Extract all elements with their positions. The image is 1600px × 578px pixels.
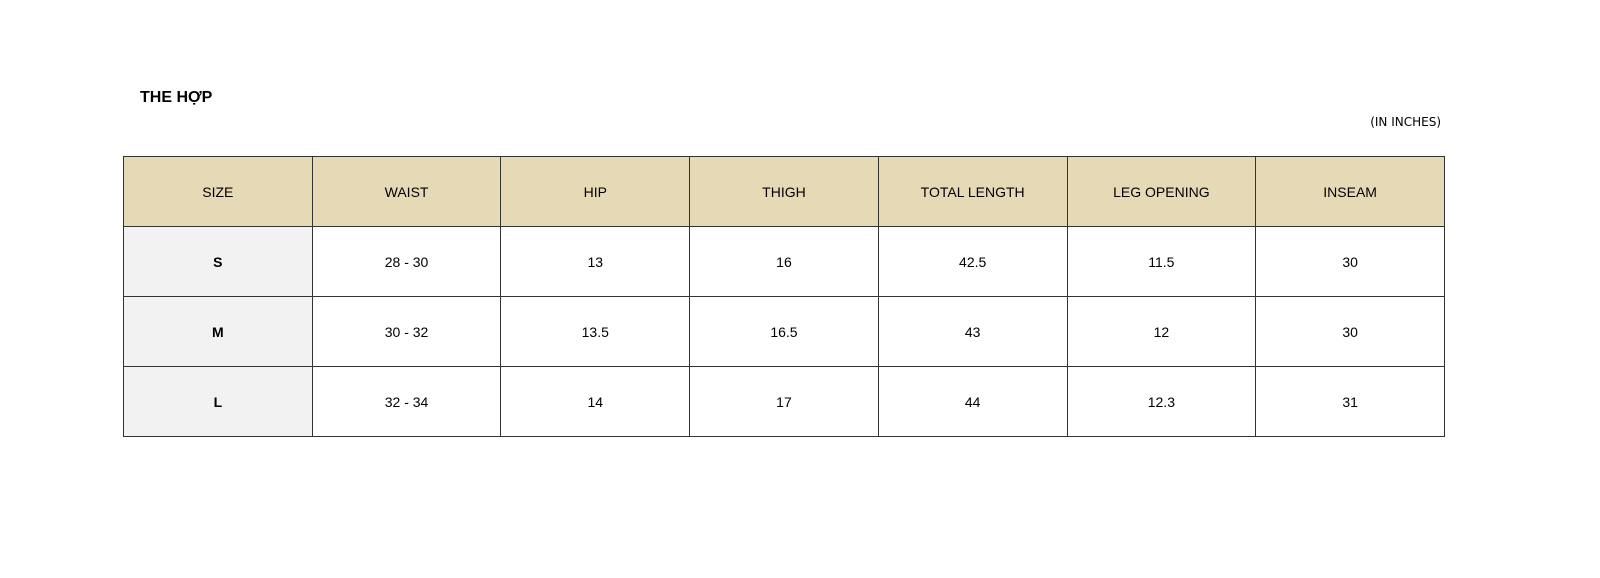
measurement-cell: 30 - 32 <box>311 296 502 367</box>
measurement-cell: 30 <box>1255 296 1445 367</box>
measurement-cell: 42.5 <box>877 226 1068 297</box>
measurement-cell: 17 <box>689 366 879 437</box>
column-header: LEG OPENING <box>1066 156 1257 227</box>
measurement-cell: 13.5 <box>500 296 691 367</box>
column-header: INSEAM <box>1255 156 1445 227</box>
measurement-cell: 14 <box>500 366 691 437</box>
measurement-cell: 28 - 30 <box>311 226 502 297</box>
measurement-cell: 12 <box>1066 296 1257 367</box>
size-cell: L <box>123 366 313 437</box>
measurement-cell: 16.5 <box>689 296 879 367</box>
measurement-cell: 16 <box>689 226 879 297</box>
table-header-row: SIZE WAIST HIP THIGH TOTAL LENGTH LEG OPENING… <box>123 156 1445 227</box>
measurement-cell: 11.5 <box>1066 226 1257 297</box>
column-header: TOTAL LENGTH <box>877 156 1068 227</box>
column-header: SIZE <box>123 156 313 227</box>
page-title: THE HỢP <box>140 89 213 106</box>
size-cell: M <box>123 296 313 367</box>
column-header: THIGH <box>689 156 879 227</box>
column-header: HIP <box>500 156 691 227</box>
measurement-cell: 13 <box>500 226 691 297</box>
table-row: S 28 - 30 13 16 42.5 11.5 30 <box>123 226 1445 297</box>
measurement-cell: 31 <box>1255 366 1445 437</box>
measurement-cell: 30 <box>1255 226 1445 297</box>
measurement-cell: 12.3 <box>1066 366 1257 437</box>
table-row: L 32 - 34 14 17 44 12.3 31 <box>123 366 1445 437</box>
column-header: WAIST <box>311 156 502 227</box>
size-chart-table: SIZE WAIST HIP THIGH TOTAL LENGTH LEG OPENING… <box>123 156 1445 437</box>
table-row: M 30 - 32 13.5 16.5 43 12 30 <box>123 296 1445 367</box>
measurement-cell: 43 <box>877 296 1068 367</box>
size-cell: S <box>123 226 313 297</box>
unit-note: (IN INCHES) <box>1370 115 1441 129</box>
measurement-cell: 44 <box>877 366 1068 437</box>
measurement-cell: 32 - 34 <box>311 366 502 437</box>
